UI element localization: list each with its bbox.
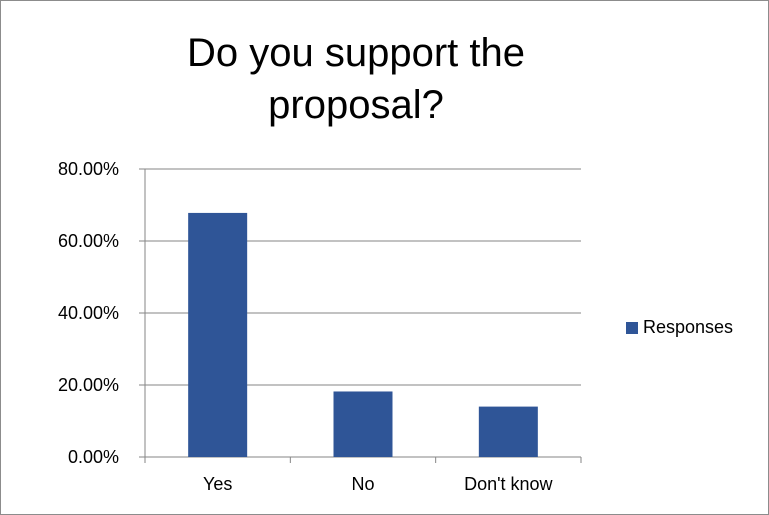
chart-title: Do you support the proposal? — [187, 31, 525, 127]
y-tick-label: 40.00% — [58, 303, 119, 323]
y-tick-label: 20.00% — [58, 375, 119, 395]
x-tick-label: Don't know — [464, 474, 553, 494]
bar-yes — [188, 212, 248, 457]
y-tick-label: 80.00% — [58, 159, 119, 179]
legend: Responses — [626, 317, 733, 338]
y-tick-label: 0.00% — [68, 447, 119, 467]
legend-label: Responses — [643, 317, 734, 337]
x-tick-label: Yes — [203, 474, 232, 494]
x-tick-label: No — [351, 474, 374, 494]
legend-swatch — [626, 321, 638, 334]
bar-no — [333, 391, 393, 457]
bar-don-t-know — [478, 406, 538, 457]
y-tick-label: 60.00% — [58, 231, 119, 251]
